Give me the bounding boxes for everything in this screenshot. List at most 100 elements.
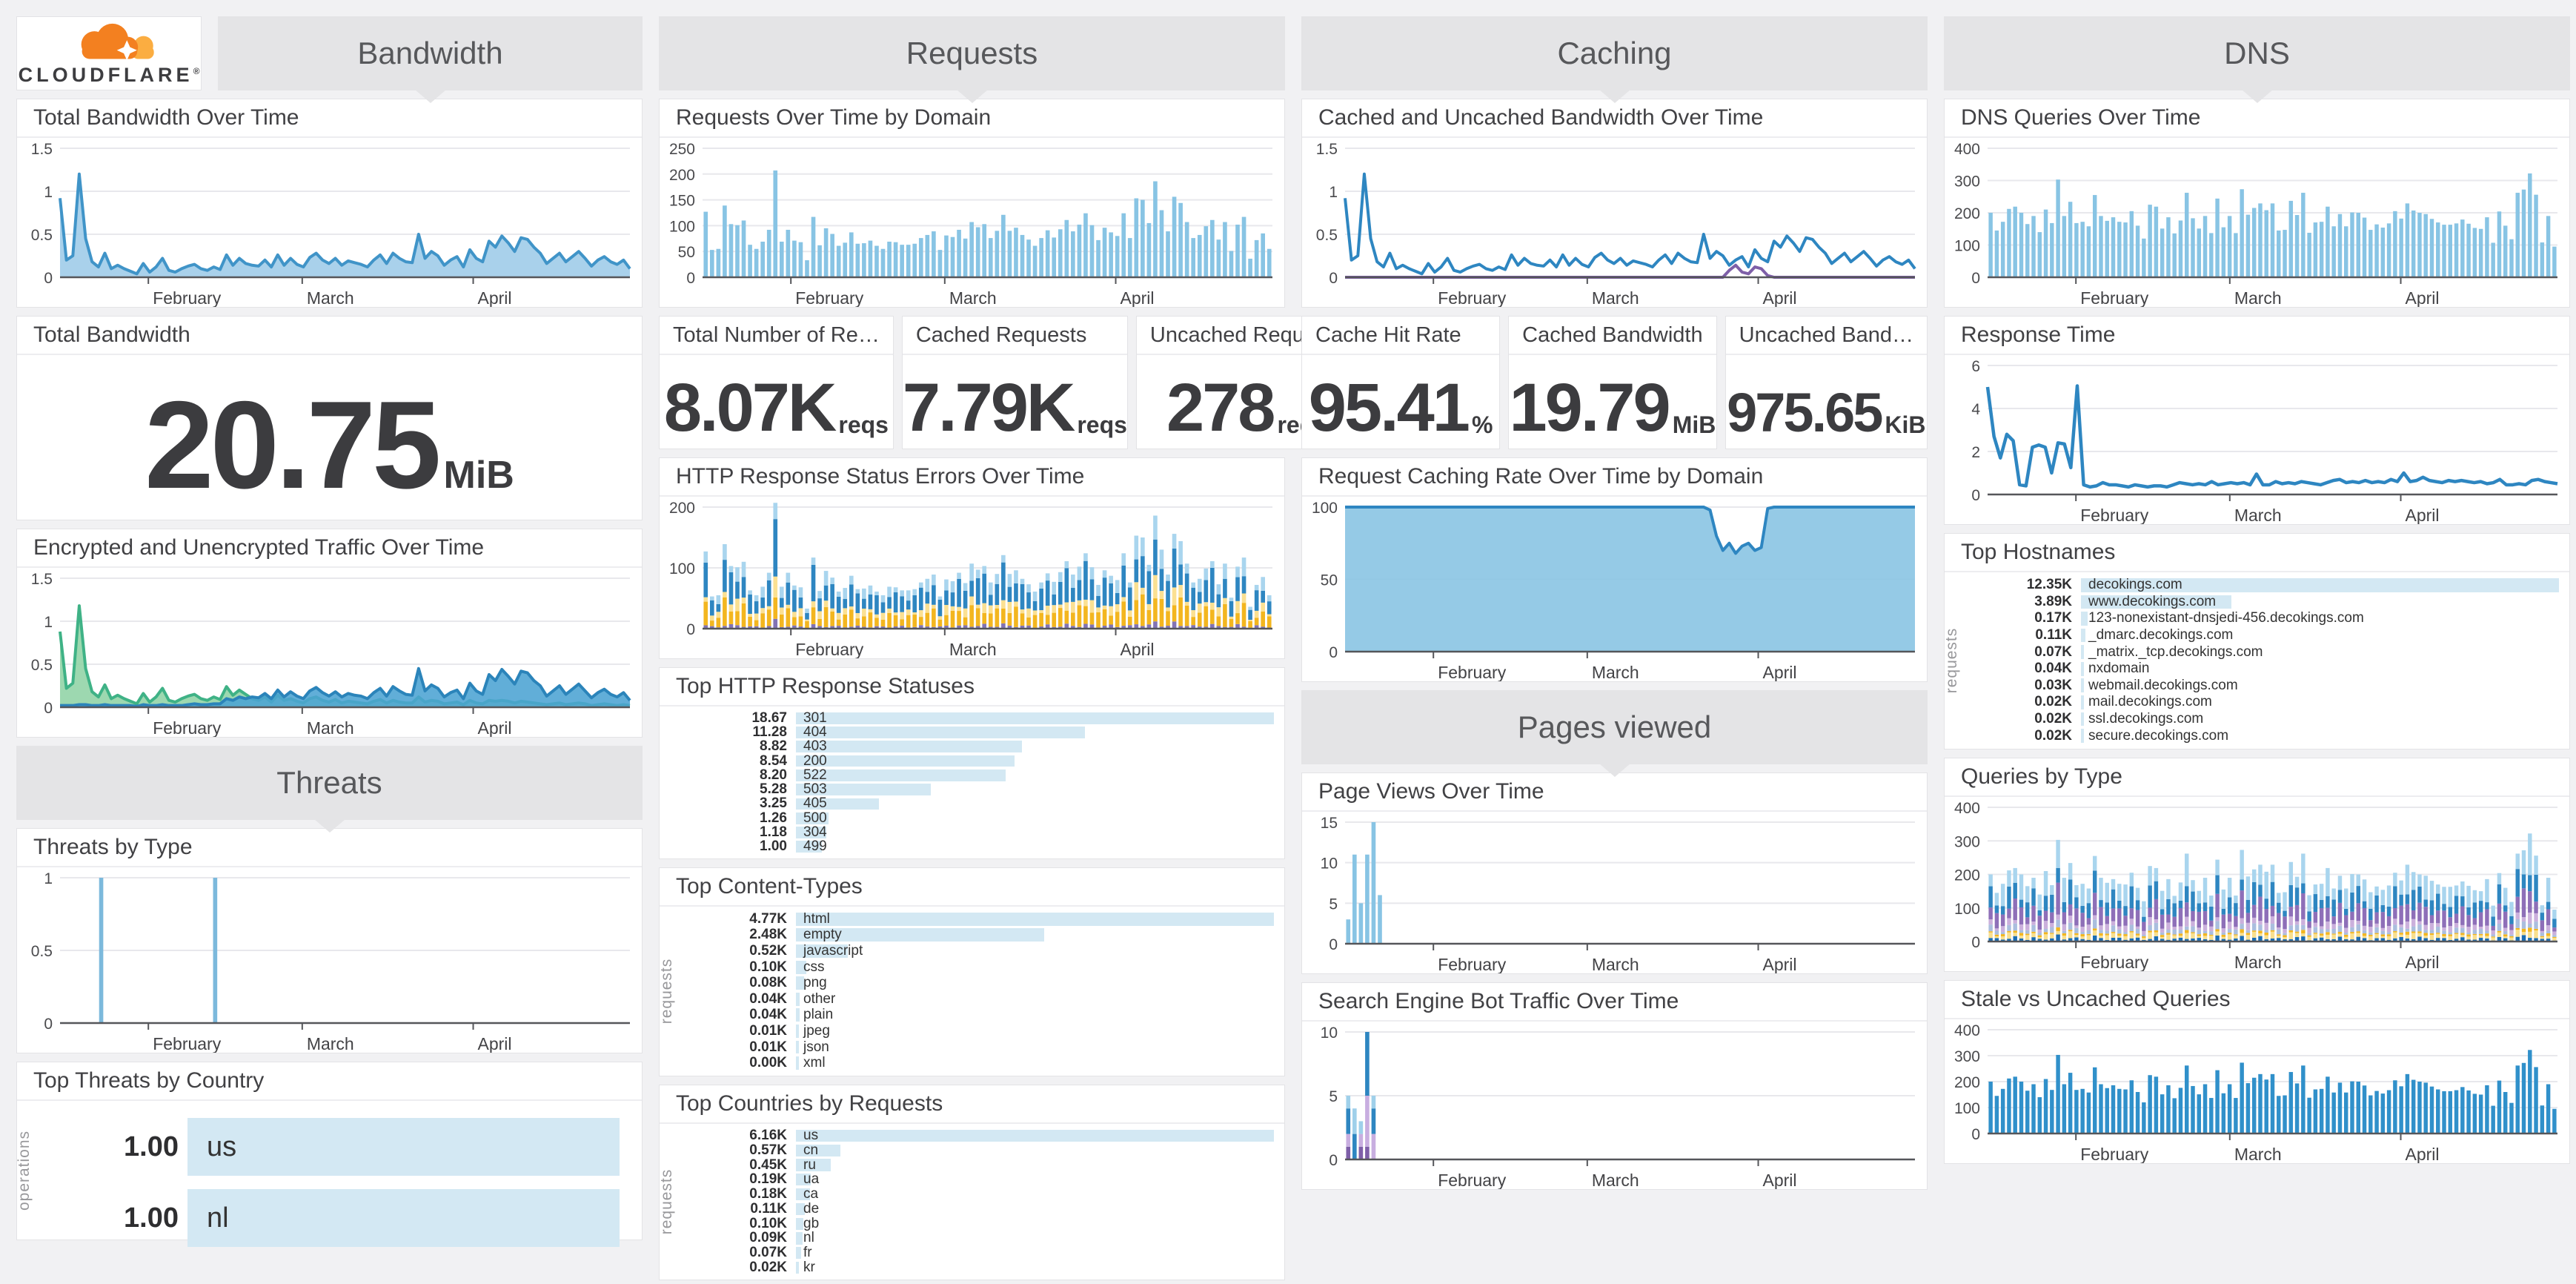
list-row-bar xyxy=(2081,729,2084,744)
chart-svg: 0 0.5 1 1.5 February March April xyxy=(1316,141,1916,308)
list-row[interactable]: 2.48K empty xyxy=(698,927,1274,944)
threats-by-type-chart[interactable]: 0 0.5 1 February March April xyxy=(17,867,642,1053)
svg-text:0: 0 xyxy=(686,270,695,287)
list-row[interactable]: 8.20 522 xyxy=(698,767,1274,783)
list-row-bar xyxy=(796,712,1274,724)
list-row[interactable]: 0.17K 123-nonexistant-dnsjedi-456.decokin… xyxy=(1983,610,2559,627)
list-row[interactable]: 0.08K png xyxy=(698,975,1274,991)
list-row[interactable]: 0.01K jpeg xyxy=(698,1023,1274,1039)
list-row[interactable]: 8.82 403 xyxy=(698,738,1274,754)
panel-title: DNS Queries Over Time xyxy=(1945,99,2569,138)
list-row[interactable]: 0.11K de xyxy=(698,1201,1274,1217)
svg-text:April: April xyxy=(478,288,512,307)
list-row-bar-track: png xyxy=(796,975,1274,990)
list-row-label: 200 xyxy=(803,752,827,769)
list-row[interactable]: 0.07K _matrix._tcp.decokings.com xyxy=(1983,643,2559,661)
queries-by-type-chart[interactable]: 0 100 200 300 400 February March April xyxy=(1945,797,2569,972)
list-row-value: 4.77K xyxy=(749,910,787,927)
encrypted-traffic-chart[interactable]: 0 0.5 1 1.5 February March April xyxy=(17,568,642,738)
list-row[interactable]: 0.00K xml xyxy=(698,1055,1274,1071)
list-row[interactable]: 1.26 500 xyxy=(698,810,1274,826)
svg-text:200: 200 xyxy=(669,500,695,517)
requests-stat-cards: Total Number of Re… 8.07K reqs Cached Req… xyxy=(659,316,1358,449)
list-row[interactable]: 12.35K decokings.com xyxy=(1983,577,2559,594)
top-countries-list[interactable]: 6.16K us 0.57K cn 0.45K ru 0.19K ua 0.18K ca 0.11K… xyxy=(658,1124,1284,1280)
top-hostnames-list[interactable]: 12.35K decokings.com 3.89K www.decokings.co… xyxy=(1943,572,2569,749)
list-row[interactable]: 0.10K gb xyxy=(698,1215,1274,1231)
list-row[interactable]: 0.07K fr xyxy=(698,1245,1274,1260)
panel-title: Request Caching Rate Over Time by Domain xyxy=(1302,458,1927,497)
http-status-errors-chart[interactable]: 0 100 200 February March April xyxy=(660,497,1284,659)
list-row[interactable]: 1.00 nl xyxy=(62,1188,620,1248)
list-row[interactable]: 1.00 499 xyxy=(698,838,1274,854)
list-row[interactable]: 0.02K ssl.decokings.com xyxy=(1983,711,2559,728)
list-row[interactable]: 0.52K javascript xyxy=(698,943,1274,959)
stat-value: 95.41 xyxy=(1308,369,1470,446)
list-row-label: us xyxy=(207,1131,237,1162)
list-row-bar xyxy=(2081,712,2084,727)
list-row[interactable]: 0.04K nxdomain xyxy=(1983,661,2559,678)
list-row-bar-track: nl xyxy=(187,1188,620,1248)
svg-text:April: April xyxy=(478,1034,512,1053)
cached-uncached-bandwidth-chart[interactable]: 0 0.5 1 1.5 February March April xyxy=(1302,138,1927,308)
svg-text:February: February xyxy=(2080,953,2149,971)
list-row[interactable]: 5.28 503 xyxy=(698,781,1274,797)
list-row[interactable]: 0.04K plain xyxy=(698,1007,1274,1024)
list-row[interactable]: 0.19K ua xyxy=(698,1171,1274,1187)
list-row-bar-track: _dmarc.decokings.com xyxy=(2081,627,2559,643)
dns-queries-chart[interactable]: 0 100 200 300 400 February March April xyxy=(1945,138,2569,308)
svg-text:February: February xyxy=(1438,288,1507,307)
list-row[interactable]: 0.09K nl xyxy=(698,1230,1274,1245)
cloudflare-logo[interactable]: CLOUDFLARE® xyxy=(16,16,202,90)
list-row[interactable]: 11.28 404 xyxy=(698,724,1274,740)
card-title: Total Number of Re… xyxy=(660,317,893,355)
panel-title: Total Bandwidth xyxy=(17,317,642,355)
total-bandwidth-over-time-chart[interactable]: 0 0.5 1 1.5 February March April xyxy=(17,138,642,308)
top-threats-by-country-list[interactable]: 1.00 us 1.00 nl operations xyxy=(16,1101,642,1247)
list-row-label: nxdomain xyxy=(2088,661,2150,677)
list-row[interactable]: 0.45K ru xyxy=(698,1157,1274,1173)
list-row[interactable]: 0.03K webmail.decokings.com xyxy=(1983,678,2559,695)
list-row-value: 3.25 xyxy=(760,795,787,812)
svg-text:March: March xyxy=(1592,1171,1639,1189)
svg-text:0: 0 xyxy=(1329,644,1338,661)
list-row[interactable]: 3.25 405 xyxy=(698,795,1274,812)
list-row-bar-track: other xyxy=(796,991,1274,1007)
svg-text:1: 1 xyxy=(44,870,53,887)
panel-title: Threats by Type xyxy=(17,829,642,867)
list-row[interactable]: 4.77K html xyxy=(698,911,1274,927)
list-row-value: 11.28 xyxy=(752,724,788,740)
list-row[interactable]: 1.00 us xyxy=(62,1117,620,1177)
list-row-value: 0.10K xyxy=(749,1215,787,1231)
list-row-bar xyxy=(796,769,1006,781)
list-row[interactable]: 0.04K other xyxy=(698,991,1274,1007)
list-row-bar xyxy=(796,1129,1274,1142)
top-content-types-list[interactable]: 4.77K html 2.48K empty 0.52K javascript 0.10K c… xyxy=(658,907,1284,1076)
list-row-bar xyxy=(796,1232,803,1245)
list-row[interactable]: 6.16K us xyxy=(698,1128,1274,1143)
list-row[interactable]: 0.02K mail.decokings.com xyxy=(1983,694,2559,711)
list-row-label: 522 xyxy=(803,767,827,783)
list-row[interactable]: 0.18K ca xyxy=(698,1186,1274,1202)
list-row[interactable]: 0.10K css xyxy=(698,959,1274,976)
svg-text:200: 200 xyxy=(1954,205,1980,222)
requests-over-time-chart[interactable]: 0 50 100 150 200 250 February March April xyxy=(660,138,1284,308)
list-row[interactable]: 0.57K cn xyxy=(698,1142,1274,1158)
list-row[interactable]: 0.11K _dmarc.decokings.com xyxy=(1983,627,2559,644)
list-row-label: empty xyxy=(803,927,842,943)
svg-text:5: 5 xyxy=(1329,896,1338,913)
list-row[interactable]: 8.54 200 xyxy=(698,752,1274,769)
list-row[interactable]: 3.89K www.decokings.com xyxy=(1983,594,2559,611)
list-row[interactable]: 0.02K secure.decokings.com xyxy=(1983,727,2559,744)
response-time-chart[interactable]: 0 2 4 6 February March April xyxy=(1945,355,2569,525)
top-http-statuses-list[interactable]: 18.67 301 11.28 404 8.82 403 8.54 200 8.20 522 5.2… xyxy=(660,706,1284,858)
list-row[interactable]: 0.02K kr xyxy=(698,1260,1274,1275)
page-views-chart[interactable]: 0 5 10 15 February March April xyxy=(1302,812,1927,974)
bot-traffic-chart[interactable]: 0 5 10 February March April xyxy=(1302,1022,1927,1190)
stale-uncached-queries-chart[interactable]: 0 100 200 300 400 February March April xyxy=(1945,1019,2569,1164)
list-row[interactable]: 0.01K json xyxy=(698,1039,1274,1056)
list-row[interactable]: 1.18 304 xyxy=(698,824,1274,840)
svg-text:March: March xyxy=(2234,1145,2282,1163)
list-row[interactable]: 18.67 301 xyxy=(698,710,1274,726)
request-caching-rate-chart[interactable]: 0 50 100 February March April xyxy=(1302,497,1927,682)
